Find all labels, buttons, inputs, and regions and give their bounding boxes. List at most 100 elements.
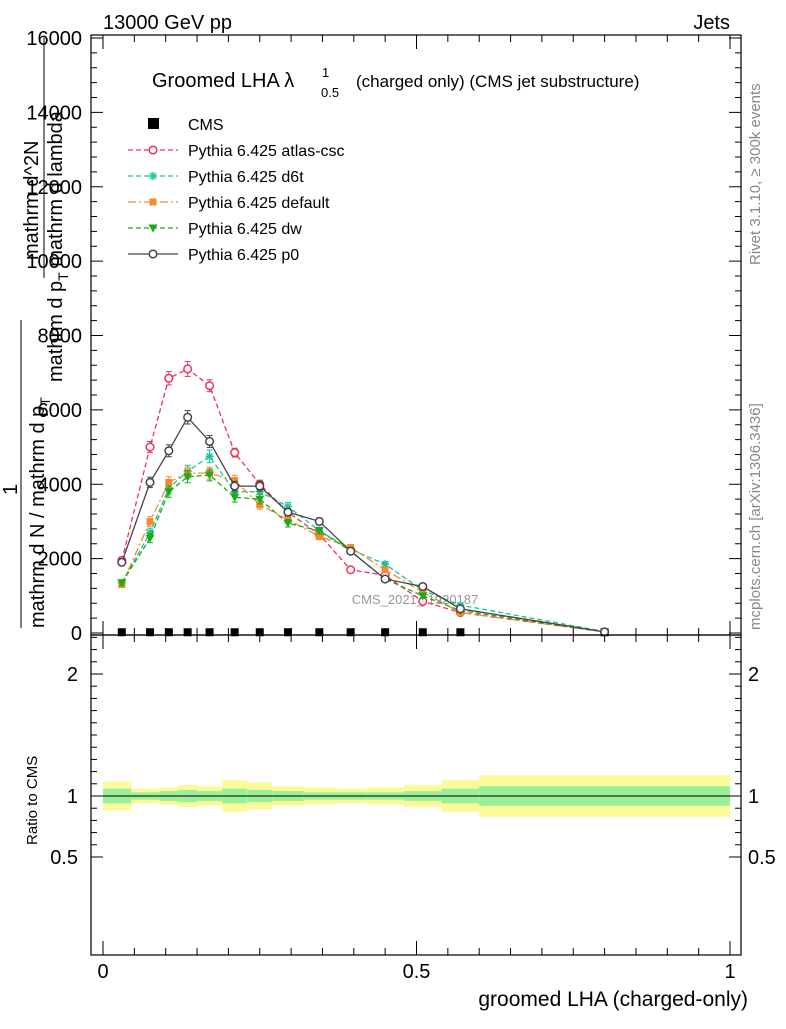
data-point [205,436,215,447]
legend-item: Pythia 6.425 d6t [128,169,304,186]
data-point [230,481,240,491]
ratio-ylabel: Ratio to CMS [24,756,41,845]
ratio-y-tick-label: 0.5 [50,847,78,869]
y-tick-label: 8000 [38,326,83,348]
legend-item: Pythia 6.425 p0 [128,247,299,264]
legend-item: Pythia 6.425 atlas-csc [128,143,345,160]
y-tick-label: 16000 [26,28,82,50]
data-point [230,493,240,502]
data-point [380,574,390,584]
data-point [346,546,356,556]
data-point [419,588,427,596]
series-line [121,474,605,633]
x-tick-label: 1 [724,961,735,983]
legend-label: Pythia 6.425 default [188,195,330,212]
ratio-y-tick-label: 1 [67,786,78,808]
title-rest: (charged only) (CMS jet substructure) [356,72,639,91]
title-main: Groomed LHA λ [152,70,294,92]
ratio-y-tick-label-right: 1 [748,786,759,808]
data-point [381,566,389,574]
title-sub: 0.5 [321,85,339,100]
y-tick-label: 6000 [38,400,83,422]
data-point [256,501,264,509]
series-pythia-6-425-d6t [117,449,609,636]
data-point [255,495,265,504]
ratio-y-axis: 0.5 0.5 1 1 2 2 [50,636,776,869]
ratio-y-tick-label-right: 2 [748,664,759,686]
data-point [418,581,428,592]
ratio-y-tick-label-right: 0.5 [748,847,776,869]
y-tick-label: 14000 [26,102,82,124]
legend-marker [148,224,158,233]
x-tick-label: 0.5 [403,961,431,983]
y-tick-label: 2000 [38,549,83,571]
series-pythia-6-425-p0 [117,410,610,637]
plot-title: Groomed LHA λ 1 0.5 (charged only) (CMS … [152,65,639,100]
cms-data-point [255,628,264,637]
data-point [146,517,154,525]
data-point [205,381,215,391]
data-point [164,373,174,383]
cms-data-point [315,628,324,637]
data-point [183,473,193,482]
ylabel-line1: mathrm d^2N [21,141,43,260]
series-line [121,472,605,633]
series-layer [117,361,610,637]
legend-label: Pythia 6.425 p0 [188,247,299,264]
main-y-axis: 0 2000 4000 6000 8000 10000 12000 14000 16000 [26,28,741,645]
data-point [165,478,173,486]
data-point [230,448,240,458]
legend-item: Pythia 6.425 default [128,195,330,212]
cms-data-point [205,628,214,637]
cms-data-point [283,628,292,637]
cms-data-point [418,628,427,637]
legend-label: Pythia 6.425 d6t [188,169,304,186]
series-pythia-6-425-default [118,466,609,636]
ratio-x-axis: 0 0.5 1 [97,635,736,983]
mcplots-label: mcplots.cern.ch [arXiv:1306.3436] [747,403,764,630]
y-tick-label: 0 [71,623,82,645]
cms-data-point [456,628,465,637]
data-point [164,446,174,456]
data-point [183,412,193,422]
legend-marker [148,249,158,259]
series-line [121,368,605,633]
data-point [455,604,465,614]
data-point [183,364,193,374]
ratio-panel: 0.5 0.51 12 2 0 0.5 1 Ratio to CMS [24,634,776,983]
legend-marker [149,198,157,206]
data-point [314,516,324,526]
series-pythia-6-425-dw [117,468,610,637]
ylabel-line2: mathrm d pT mathrm d lambda [45,110,71,382]
data-point [315,532,323,540]
process-label: Jets [693,12,730,34]
title-sup: 1 [322,65,329,80]
data-point [314,527,324,536]
data-point [346,565,356,575]
y-axis-label: mathrm d^2N mathrm d pT mathrm d lambda … [0,38,71,628]
y-tick-label: 12000 [26,177,82,199]
data-point [205,471,215,480]
data-point [205,452,214,461]
ylabel-one: 1 [0,484,22,495]
cms-data-point [230,628,239,637]
data-point [231,477,239,485]
ratio-y-tick-label: 2 [67,664,78,686]
data-point [117,579,127,588]
legend-label: Pythia 6.425 dw [188,221,302,238]
y-tick-label: 10000 [26,251,82,273]
data-point [255,481,265,491]
data-point [145,442,155,452]
x-tick-label: 0 [97,961,108,983]
cms-data-point [346,628,355,637]
data-point [418,592,428,601]
cms-data-point [183,628,192,637]
series-line [121,416,605,633]
legend-marker [148,145,158,155]
x-axis-label: groomed LHA (charged-only) [478,988,748,1011]
legend-label: Pythia 6.425 atlas-csc [188,143,345,160]
ylabel-line3: mathrm d N / mathrm d pT [27,397,53,628]
cms-data-point [164,628,173,637]
cms-data-point [146,628,155,637]
